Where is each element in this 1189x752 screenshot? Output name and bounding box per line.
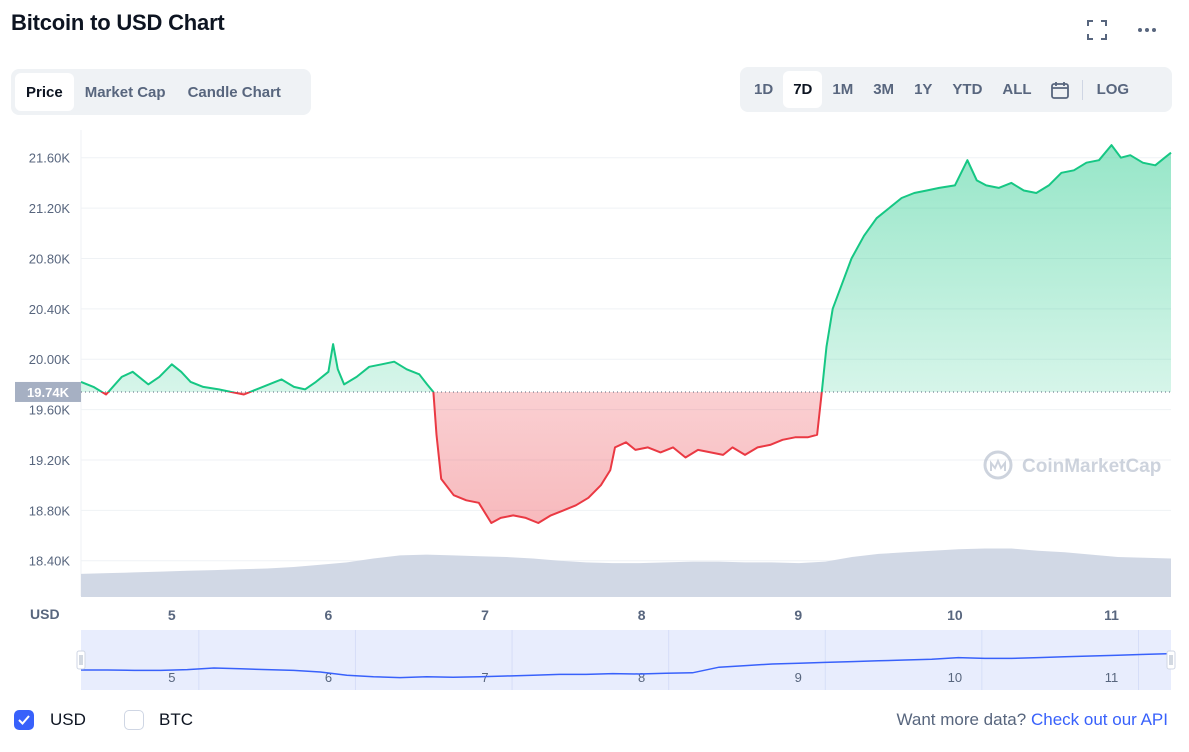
calendar-button[interactable] bbox=[1042, 71, 1078, 108]
navigator-tick-label: 5 bbox=[168, 670, 175, 685]
usd-label: USD bbox=[50, 710, 86, 729]
price-chart[interactable]: 18.40K 18.80K 19.20K 19.60K 20.00K 20.40K 20.8… bbox=[0, 120, 1189, 700]
range-divider bbox=[1081, 79, 1083, 100]
x-tick-label: 8 bbox=[638, 607, 646, 623]
navigator-handle-right[interactable] bbox=[1166, 650, 1176, 670]
range-3m[interactable]: 3M bbox=[873, 81, 895, 98]
y-tick-label: 21.20K bbox=[29, 201, 71, 216]
y-tick-label: 21.60K bbox=[29, 151, 71, 166]
navigator-tick-label: 6 bbox=[325, 670, 332, 685]
api-link[interactable]: Check out our API bbox=[1030, 710, 1168, 729]
tab-candle-chart[interactable]: Candle Chart bbox=[187, 83, 281, 101]
x-tick-label: 7 bbox=[481, 607, 489, 623]
range-1y[interactable]: 1Y bbox=[914, 81, 933, 98]
x-tick-label: 9 bbox=[794, 607, 802, 623]
more-horizontal-icon[interactable] bbox=[1135, 18, 1159, 42]
navigator-tick-label: 8 bbox=[638, 670, 645, 685]
time-range-selector: 1D 7D 1M 3M 1Y YTD ALL LOG bbox=[740, 67, 1172, 112]
btc-label: BTC bbox=[159, 710, 193, 729]
x-tick-label: 6 bbox=[325, 607, 333, 623]
chart-type-tabs: Price Market Cap Candle Chart bbox=[11, 69, 311, 115]
check-icon bbox=[18, 715, 30, 725]
navigator-tick-label: 9 bbox=[795, 670, 802, 685]
y-tick-label: 18.40K bbox=[29, 554, 71, 569]
tab-market-cap[interactable]: Market Cap bbox=[84, 83, 166, 101]
tab-price[interactable]: Price bbox=[15, 73, 74, 111]
baseline-label-bg bbox=[15, 381, 81, 402]
calendar-icon bbox=[1050, 81, 1069, 99]
navigator-handle-left[interactable] bbox=[76, 650, 86, 670]
range-1m[interactable]: 1M bbox=[832, 81, 854, 98]
fullscreen-icon[interactable] bbox=[1085, 18, 1109, 42]
baseline-label: 19.74K bbox=[27, 385, 70, 400]
coinmarketcap-watermark: CoinMarketCap bbox=[983, 450, 1161, 480]
price-line-up bbox=[80, 144, 1172, 392]
page-title: Bitcoin to USD Chart bbox=[11, 10, 225, 35]
y-tick-label: 19.20K bbox=[29, 453, 71, 468]
range-1d[interactable]: 1D bbox=[754, 81, 774, 98]
range-ytd[interactable]: YTD bbox=[952, 81, 983, 98]
y-tick-label: 20.40K bbox=[29, 302, 71, 317]
chart-footer: USD BTC Want more data? Check out our AP… bbox=[0, 706, 1189, 736]
range-navigator[interactable]: 5 6 7 8 9 10 11 bbox=[76, 630, 1176, 690]
x-tick-label: 10 bbox=[947, 607, 963, 623]
volume-area bbox=[81, 548, 1171, 597]
range-all[interactable]: ALL bbox=[1002, 81, 1032, 98]
y-tick-label: 18.80K bbox=[29, 503, 71, 518]
btc-checkbox[interactable] bbox=[124, 710, 144, 730]
x-tick-label: 5 bbox=[168, 607, 176, 623]
usd-checkbox[interactable] bbox=[14, 710, 34, 730]
navigator-tick-label: 10 bbox=[948, 670, 962, 685]
y-tick-label: 20.80K bbox=[29, 251, 71, 266]
range-7d[interactable]: 7D bbox=[783, 71, 823, 108]
navigator-tick-label: 7 bbox=[481, 670, 488, 685]
y-tick-label: 20.00K bbox=[29, 352, 71, 367]
x-tick-label: 11 bbox=[1104, 607, 1119, 623]
log-scale-toggle[interactable]: LOG bbox=[1096, 81, 1130, 98]
navigator-line bbox=[81, 652, 1172, 679]
currency-label: USD bbox=[30, 606, 60, 622]
price-line-down bbox=[99, 391, 823, 524]
price-area-down bbox=[81, 391, 1171, 523]
navigator-background bbox=[81, 630, 1171, 690]
watermark-text: CoinMarketCap bbox=[1022, 456, 1161, 477]
price-area-up bbox=[81, 145, 1171, 392]
navigator-tick-label: 11 bbox=[1105, 670, 1119, 685]
api-prompt-text: Want more data? bbox=[896, 710, 1027, 729]
y-tick-label: 19.60K bbox=[29, 403, 71, 418]
api-prompt: Want more data? Check out our API bbox=[896, 710, 1168, 730]
